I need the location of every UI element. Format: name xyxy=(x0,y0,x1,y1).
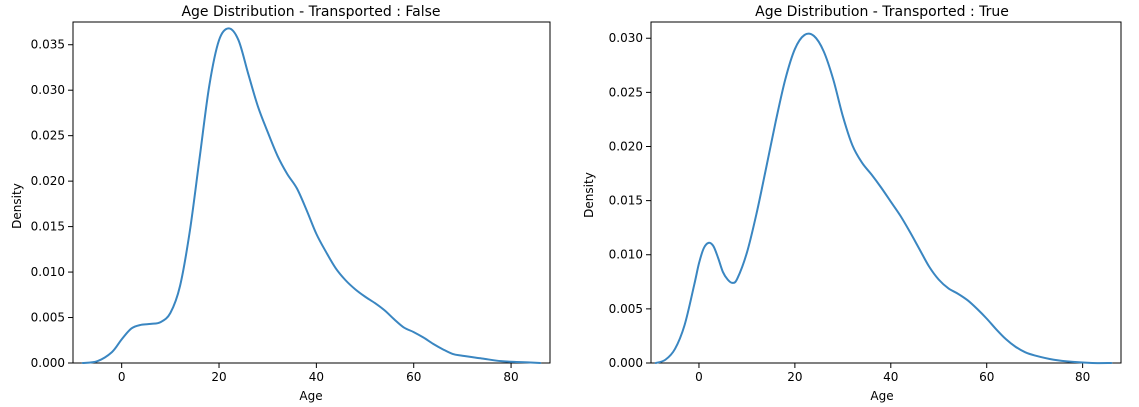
x-axis-ticks: 0 20 40 60 80 xyxy=(118,363,519,384)
plot-area xyxy=(72,21,551,364)
density-curve xyxy=(654,32,1113,365)
y-tick-label: 0.000 xyxy=(609,356,643,370)
kde-panel-transported-false: Age Distribution - Transported : False 0… xyxy=(10,4,551,403)
y-tick-label: 0.025 xyxy=(609,85,643,99)
y-tick-label: 0.035 xyxy=(31,38,65,52)
x-tick-label: 60 xyxy=(979,370,994,384)
y-tick-label: 0.020 xyxy=(609,139,643,153)
y-tick-label: 0.000 xyxy=(31,356,65,370)
density-curve xyxy=(81,27,542,364)
y-axis-ticks: 0.000 0.005 0.010 0.015 0.020 0.025 0.030 xyxy=(609,31,651,370)
chart-title: Age Distribution - Transported : False xyxy=(181,4,440,20)
chart-title: Age Distribution - Transported : True xyxy=(755,4,1009,20)
x-tick-label: 80 xyxy=(1075,370,1090,384)
y-tick-label: 0.030 xyxy=(31,83,65,97)
y-tick-label: 0.025 xyxy=(31,129,65,143)
x-tick-label: 80 xyxy=(503,370,518,384)
x-axis-label: Age xyxy=(299,389,322,403)
y-axis-label: Density xyxy=(10,183,24,229)
y-axis-label: Density xyxy=(582,172,596,218)
y-axis-ticks: 0.000 0.005 0.010 0.015 0.020 0.025 0.030 0.035 xyxy=(31,38,73,370)
plot-area xyxy=(650,21,1122,364)
x-tick-label: 0 xyxy=(118,370,126,384)
x-tick-label: 20 xyxy=(211,370,226,384)
y-tick-label: 0.010 xyxy=(31,265,65,279)
x-tick-label: 40 xyxy=(309,370,324,384)
x-axis-label: Age xyxy=(870,389,893,403)
y-tick-label: 0.030 xyxy=(609,31,643,45)
y-tick-label: 0.020 xyxy=(31,174,65,188)
kde-panel-transported-true: Age Distribution - Transported : True 0.… xyxy=(582,4,1122,403)
x-tick-label: 60 xyxy=(406,370,421,384)
x-tick-label: 40 xyxy=(883,370,898,384)
y-tick-label: 0.010 xyxy=(609,248,643,262)
x-tick-label: 20 xyxy=(787,370,802,384)
y-tick-label: 0.015 xyxy=(31,220,65,234)
x-tick-label: 0 xyxy=(695,370,703,384)
x-axis-ticks: 0 20 40 60 80 xyxy=(695,363,1090,384)
y-tick-label: 0.005 xyxy=(609,302,643,316)
y-tick-label: 0.005 xyxy=(31,311,65,325)
y-tick-label: 0.015 xyxy=(609,194,643,208)
